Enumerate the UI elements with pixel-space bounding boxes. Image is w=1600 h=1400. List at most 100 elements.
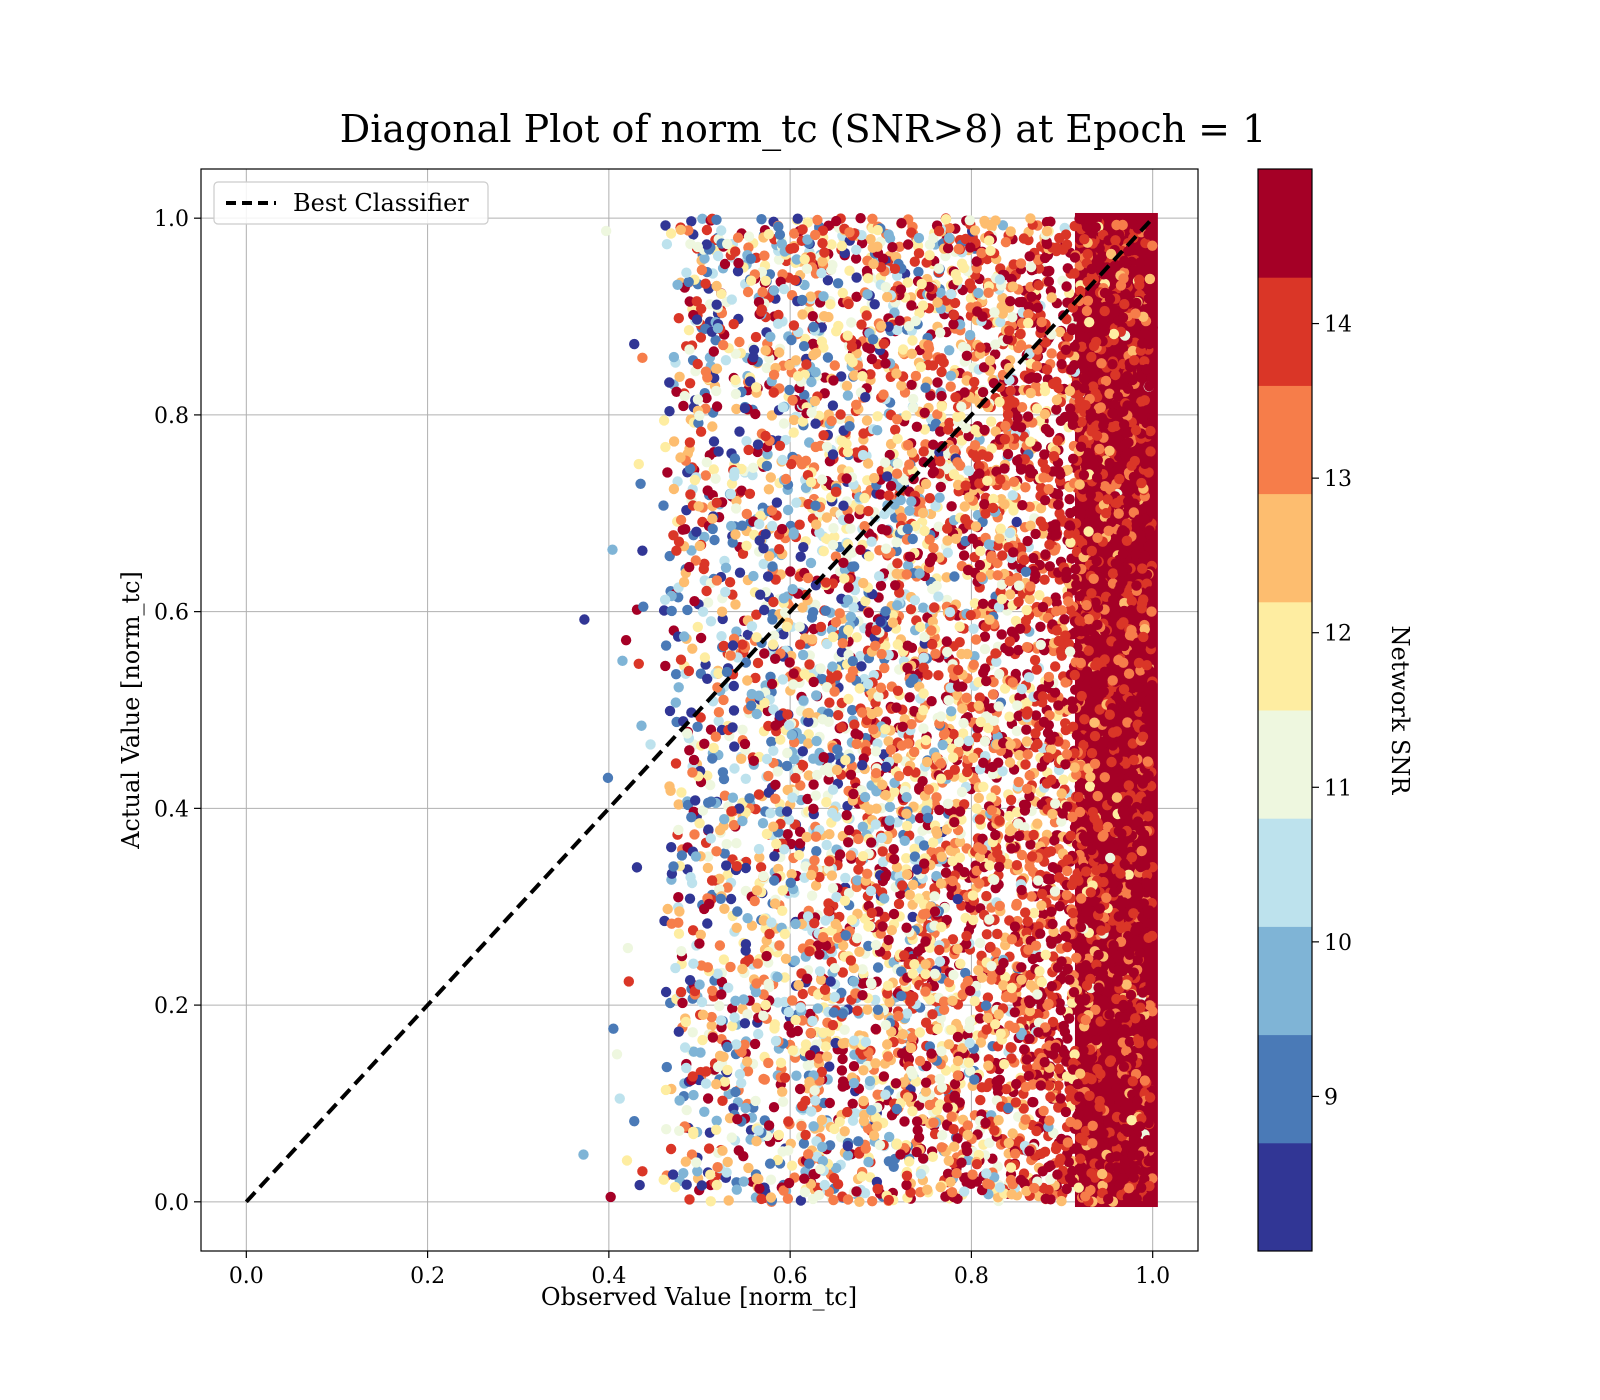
scatter-point bbox=[798, 1138, 810, 1149]
scatter-point bbox=[675, 224, 686, 235]
scatter-point bbox=[824, 1097, 835, 1109]
scatter-point bbox=[1126, 596, 1138, 607]
scatter-point bbox=[848, 602, 859, 613]
scatter-point bbox=[1081, 305, 1093, 317]
scatter-point bbox=[1084, 790, 1095, 802]
scatter-point bbox=[1000, 939, 1011, 951]
scatter-point bbox=[755, 862, 767, 873]
scatter-point bbox=[796, 1120, 807, 1132]
scatter-point bbox=[937, 1130, 948, 1141]
scatter-point bbox=[1081, 866, 1092, 877]
scatter-point bbox=[934, 944, 945, 956]
scatter-point bbox=[962, 1120, 974, 1131]
scatter-point bbox=[1011, 516, 1022, 528]
scatter-point bbox=[879, 508, 890, 520]
scatter-point bbox=[872, 1089, 883, 1100]
scatter-point bbox=[959, 501, 970, 512]
scatter-point bbox=[854, 1196, 865, 1208]
scatter-point bbox=[1028, 552, 1039, 564]
scatter-point bbox=[800, 861, 811, 872]
scatter-point bbox=[977, 598, 989, 609]
scatter-point bbox=[994, 396, 1005, 408]
scatter-point bbox=[974, 559, 986, 571]
scatter-point bbox=[1061, 889, 1073, 901]
scatter-point bbox=[793, 849, 805, 861]
scatter-point bbox=[875, 580, 887, 591]
scatter-point bbox=[731, 922, 742, 933]
scatter-point bbox=[801, 359, 812, 370]
scatter-point bbox=[1089, 678, 1100, 689]
scatter-point bbox=[712, 968, 723, 979]
scatter-point bbox=[956, 1157, 967, 1168]
scatter-point bbox=[670, 962, 681, 974]
scatter-point bbox=[695, 632, 707, 644]
scatter-point bbox=[707, 513, 718, 524]
scatter-point bbox=[1109, 399, 1120, 410]
scatter-point bbox=[779, 928, 791, 940]
scatter-point bbox=[1091, 556, 1102, 567]
scatter-point bbox=[1054, 901, 1066, 912]
scatter-point bbox=[855, 544, 866, 555]
scatter-point bbox=[1010, 615, 1022, 627]
scatter-point bbox=[960, 233, 971, 245]
scatter-point bbox=[1049, 835, 1060, 846]
scatter-point bbox=[788, 414, 800, 426]
scatter-point bbox=[734, 1069, 746, 1080]
scatter-point bbox=[992, 557, 1003, 569]
scatter-point bbox=[848, 1061, 860, 1072]
scatter-point bbox=[673, 799, 684, 810]
scatter-point bbox=[880, 640, 891, 651]
scatter-point bbox=[1097, 831, 1108, 842]
scatter-point bbox=[957, 728, 969, 739]
scatter-point bbox=[684, 378, 696, 389]
scatter-point bbox=[858, 1095, 869, 1107]
scatter-point bbox=[1070, 684, 1081, 695]
scatter-point bbox=[907, 335, 918, 346]
scatter-point bbox=[935, 773, 947, 784]
scatter-point bbox=[809, 918, 820, 929]
scatter-point bbox=[722, 1156, 733, 1168]
scatter-point bbox=[880, 606, 891, 617]
scatter-point bbox=[729, 763, 740, 774]
scatter-point bbox=[671, 386, 682, 397]
scatter-point bbox=[668, 436, 680, 447]
scatter-point bbox=[1016, 849, 1028, 861]
scatter-point bbox=[954, 806, 966, 817]
scatter-point bbox=[850, 1108, 861, 1119]
scatter-point bbox=[830, 918, 841, 930]
scatter-point bbox=[1122, 717, 1133, 728]
scatter-point bbox=[892, 458, 903, 469]
scatter-point bbox=[774, 347, 785, 358]
scatter-point bbox=[861, 415, 873, 426]
scatter-point bbox=[867, 1196, 878, 1207]
scatter-point bbox=[1112, 763, 1124, 774]
scatter-point bbox=[731, 403, 742, 415]
scatter-point bbox=[975, 1094, 986, 1106]
scatter-point bbox=[716, 225, 727, 236]
scatter-point bbox=[1013, 710, 1024, 722]
scatter-point bbox=[1123, 668, 1135, 679]
scatter-point bbox=[702, 862, 714, 874]
scatter-point bbox=[860, 595, 871, 607]
scatter-point bbox=[758, 543, 769, 554]
scatter-point bbox=[1016, 402, 1028, 413]
scatter-point bbox=[968, 659, 979, 670]
scatter-point bbox=[785, 243, 796, 254]
scatter-point bbox=[1090, 1004, 1101, 1015]
scatter-point bbox=[727, 792, 739, 803]
scatter-point bbox=[1007, 1179, 1018, 1190]
scatter-point bbox=[681, 1179, 692, 1190]
scatter-point bbox=[789, 955, 801, 966]
scatter-point bbox=[928, 837, 939, 848]
scatter-point bbox=[914, 1055, 926, 1067]
scatter-point bbox=[666, 918, 677, 929]
scatter-point bbox=[943, 1039, 955, 1050]
scatter-point bbox=[827, 883, 839, 894]
scatter-point bbox=[734, 567, 746, 578]
scatter-point bbox=[741, 436, 752, 447]
scatter-point bbox=[1017, 500, 1028, 511]
scatter-point bbox=[1145, 446, 1156, 457]
scatter-point bbox=[766, 736, 777, 747]
scatter-point bbox=[1076, 690, 1087, 702]
